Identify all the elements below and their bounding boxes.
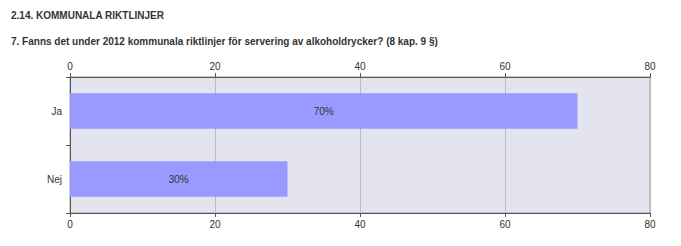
svg-text:40: 40 (354, 219, 366, 230)
svg-text:80: 80 (644, 219, 656, 230)
svg-text:0: 0 (67, 61, 73, 72)
svg-text:2.14. KOMMUNALA RIKTLINJER: 2.14. KOMMUNALA RIKTLINJER (11, 10, 165, 21)
svg-text:60: 60 (499, 61, 511, 72)
svg-text:80: 80 (644, 61, 656, 72)
svg-text:Nej: Nej (47, 174, 62, 185)
svg-text:20: 20 (209, 219, 221, 230)
svg-text:0: 0 (67, 219, 73, 230)
svg-text:20: 20 (209, 61, 221, 72)
svg-text:Ja: Ja (51, 106, 62, 117)
svg-text:70%: 70% (314, 106, 334, 117)
svg-text:40: 40 (354, 61, 366, 72)
svg-text:60: 60 (499, 219, 511, 230)
svg-text:30%: 30% (169, 174, 189, 185)
svg-text:7. Fanns det under 2012 kommun: 7. Fanns det under 2012 kommunala riktli… (11, 36, 438, 47)
